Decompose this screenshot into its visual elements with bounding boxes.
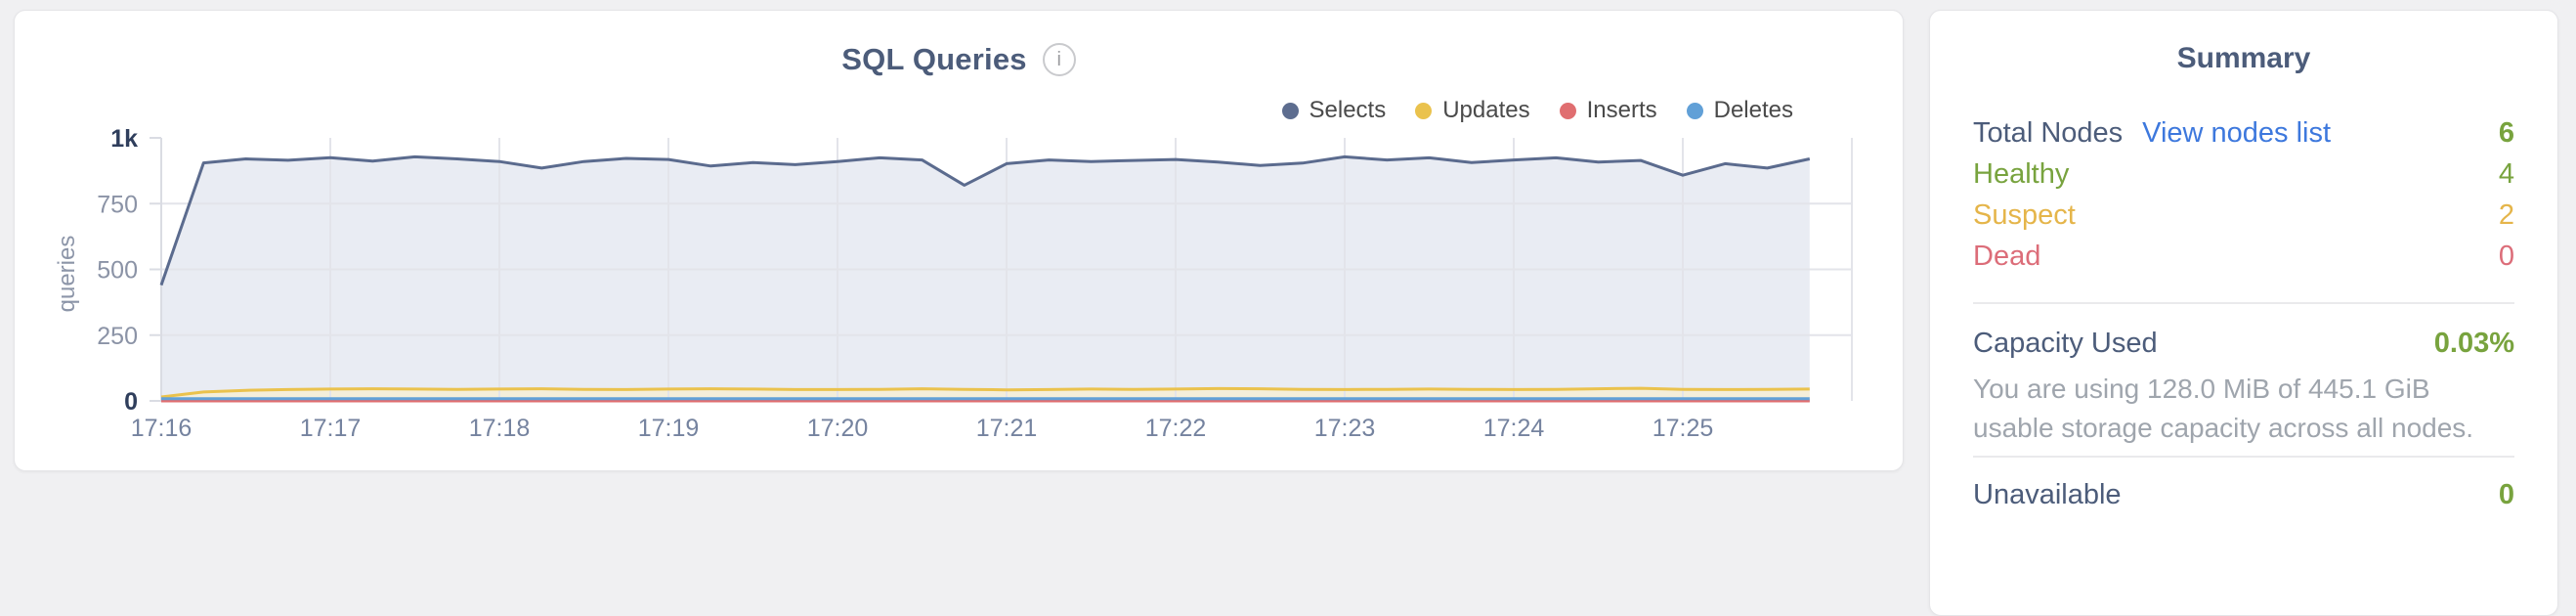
row-label: Total Nodes <box>1973 116 2124 149</box>
capacity-label: Capacity Used <box>1973 328 2158 359</box>
row-value: 0 <box>2498 240 2514 272</box>
row-value: 6 <box>2498 116 2514 149</box>
row-label: Healthy <box>1973 157 2070 190</box>
x-tick-label: 17:20 <box>807 415 869 442</box>
summary-row-healthy: Healthy 4 <box>1973 154 2514 195</box>
unavailable-label: Unavailable <box>1973 479 2122 510</box>
legend-item-selects[interactable]: Selects <box>1281 97 1387 124</box>
view-nodes-list-link[interactable]: View nodes list <box>2142 116 2332 149</box>
y-tick-label: 500 <box>97 257 138 285</box>
x-tick-label: 17:25 <box>1653 415 1714 442</box>
sql-queries-panel: SQL Queries i Selects Updates Inserts Delet… <box>14 10 1904 471</box>
row-label: Suspect <box>1973 198 2076 231</box>
legend-label: Updates <box>1442 97 1530 123</box>
row-value: 4 <box>2498 157 2514 190</box>
x-tick-label: 17:24 <box>1483 415 1545 442</box>
legend-swatch <box>1415 102 1433 119</box>
legend-swatch <box>1281 102 1299 119</box>
info-icon[interactable]: i <box>1042 43 1076 76</box>
x-tick-label: 17:19 <box>638 415 700 442</box>
summary-row-dead: Dead 0 <box>1973 236 2514 277</box>
legend-label: Selects <box>1309 97 1387 123</box>
x-tick-label: 17:22 <box>1145 415 1207 442</box>
y-tick-label: 0 <box>124 388 138 416</box>
x-tick-label: 17:16 <box>131 415 193 442</box>
chart-legend: Selects Updates Inserts Deletes <box>1281 97 1793 124</box>
legend-label: Inserts <box>1586 97 1657 123</box>
capacity-value: 0.03% <box>2433 328 2514 359</box>
y-tick-label: 750 <box>97 191 138 218</box>
capacity-row: Capacity Used 0.03% <box>1973 328 2514 360</box>
summary-panel: Summary Total Nodes View nodes list 6 Healt… <box>1929 10 2558 616</box>
capacity-description: You are using 128.0 MiB of 445.1 GiB usa… <box>1973 374 2474 443</box>
legend-swatch <box>1559 102 1576 119</box>
summary-row-suspect: Suspect 2 <box>1973 195 2514 236</box>
row-value: 2 <box>2498 198 2514 231</box>
x-tick-label: 17:17 <box>300 415 362 442</box>
legend-item-deletes[interactable]: Deletes <box>1686 97 1793 124</box>
divider <box>1973 302 2514 304</box>
y-tick-label: 1k <box>110 125 138 153</box>
summary-rows: Total Nodes View nodes list 6 Healthy 4 Suspe… <box>1973 112 2514 277</box>
summary-row-total-nodes: Total Nodes View nodes list 6 <box>1973 112 2514 154</box>
chart-header: SQL Queries i <box>15 42 1903 77</box>
sql-queries-chart[interactable]: 0 250 500 750 1k 17:16 17:17 17:18 17:19 17:20 17:… <box>64 69 1901 453</box>
x-tick-label: 17:18 <box>469 415 531 442</box>
unavailable-row: Unavailable 0 <box>1973 479 2514 511</box>
unavailable-value: 0 <box>2498 479 2514 510</box>
divider <box>1973 456 2514 458</box>
legend-item-updates[interactable]: Updates <box>1415 97 1530 124</box>
legend-label: Deletes <box>1713 97 1793 123</box>
x-tick-label: 17:23 <box>1314 415 1376 442</box>
row-label: Dead <box>1973 240 2041 272</box>
summary-title: Summary <box>2176 42 2311 74</box>
y-tick-label: 250 <box>97 323 138 350</box>
legend-swatch <box>1686 102 1703 119</box>
x-tick-label: 17:21 <box>976 415 1038 442</box>
legend-item-inserts[interactable]: Inserts <box>1559 97 1657 124</box>
chart-title: SQL Queries <box>841 42 1027 76</box>
